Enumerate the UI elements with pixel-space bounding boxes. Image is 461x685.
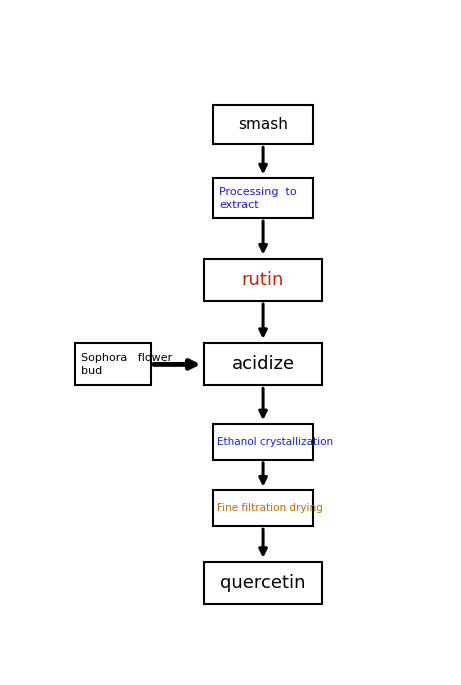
Text: rutin: rutin — [242, 271, 284, 289]
Text: quercetin: quercetin — [220, 574, 306, 593]
FancyBboxPatch shape — [204, 562, 322, 604]
Text: smash: smash — [238, 117, 288, 132]
Text: Ethanol crystallization: Ethanol crystallization — [217, 437, 333, 447]
FancyBboxPatch shape — [213, 179, 313, 218]
FancyBboxPatch shape — [213, 490, 313, 526]
Text: acidize: acidize — [231, 356, 295, 373]
Text: Sophora   flower
bud: Sophora flower bud — [81, 353, 172, 376]
FancyBboxPatch shape — [204, 343, 322, 386]
FancyBboxPatch shape — [213, 424, 313, 460]
Text: Fine filtration drying: Fine filtration drying — [217, 503, 323, 513]
Text: Processing  to
extract: Processing to extract — [219, 186, 297, 210]
FancyBboxPatch shape — [76, 343, 150, 386]
FancyBboxPatch shape — [213, 105, 313, 144]
FancyBboxPatch shape — [204, 259, 322, 301]
